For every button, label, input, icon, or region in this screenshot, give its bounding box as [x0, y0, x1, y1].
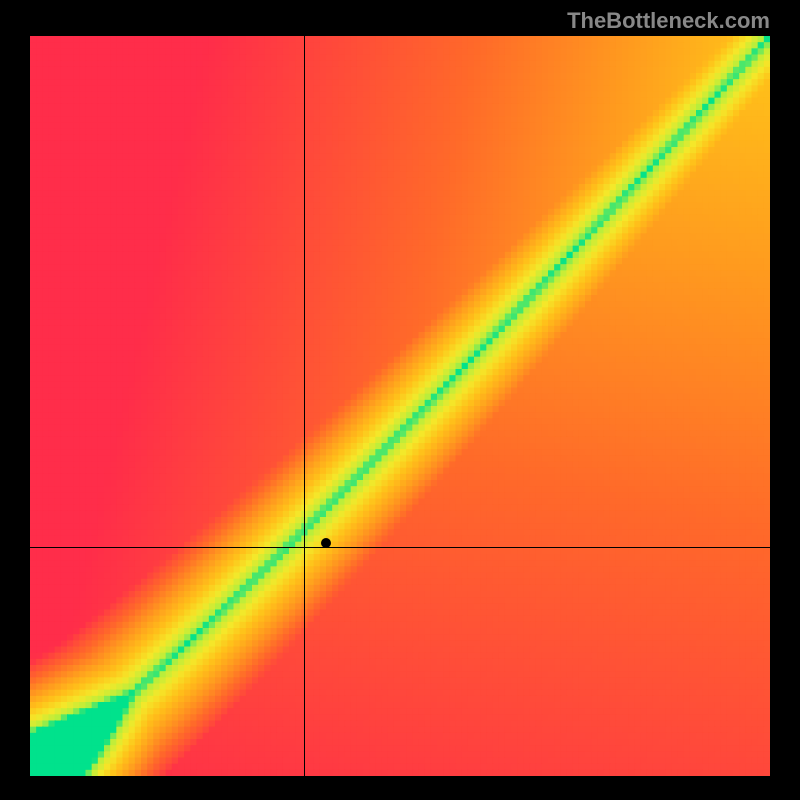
crosshair-vertical — [304, 36, 305, 776]
marker-dot — [321, 538, 331, 548]
heatmap-canvas — [30, 36, 770, 776]
crosshair-horizontal — [30, 547, 770, 548]
bottleneck-heatmap — [30, 36, 770, 776]
watermark-text: TheBottleneck.com — [567, 8, 770, 34]
